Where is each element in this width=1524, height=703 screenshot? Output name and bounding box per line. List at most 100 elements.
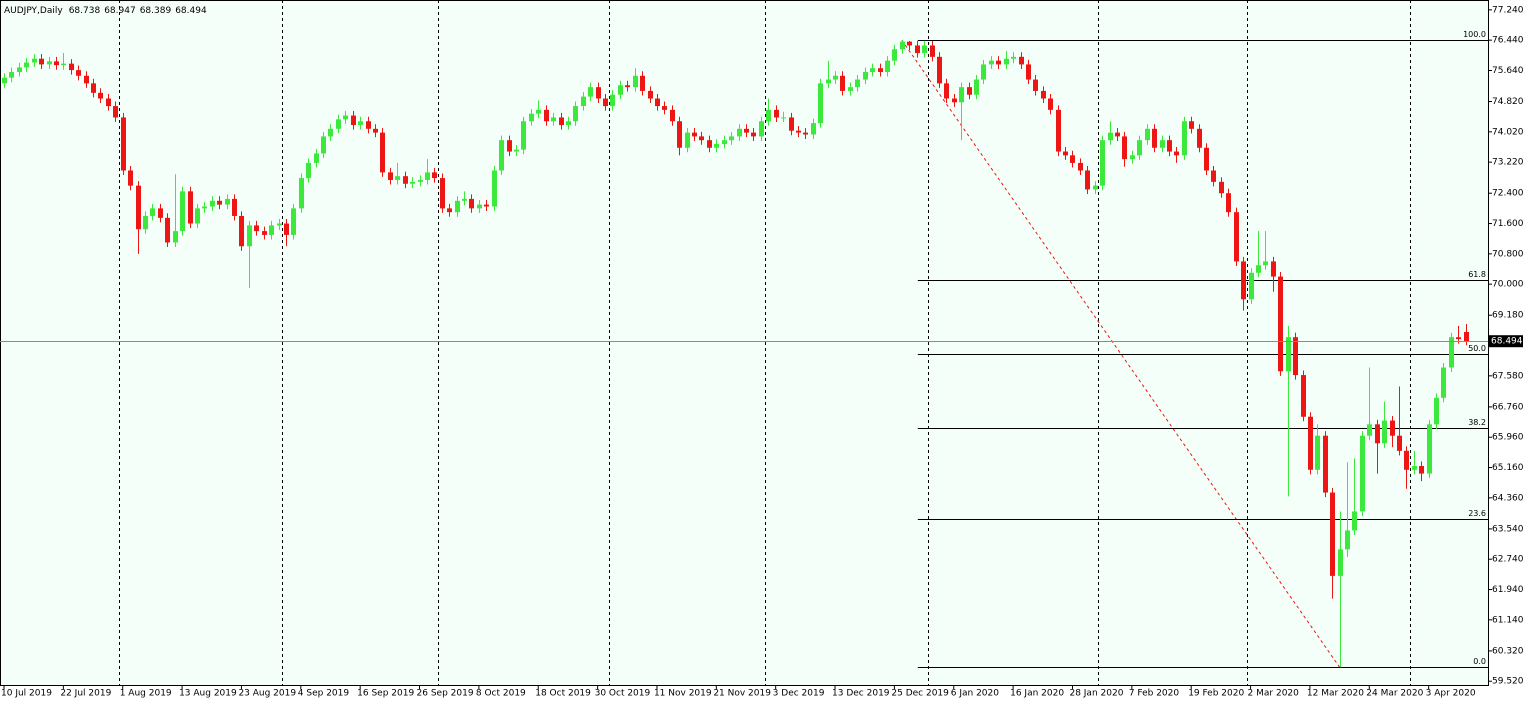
candle-body [774,109,779,118]
x-tick-label: 26 Sep 2019 [417,689,474,699]
candle-body [1048,98,1053,110]
chart-header: AUDJPY,Daily 68.738 68.947 68.389 68.494 [4,6,207,16]
candle-body [1345,530,1350,550]
candle-body [1115,132,1120,137]
header-high: 68.947 [104,6,136,16]
y-tick-label: 75.640 [1492,66,1524,76]
fibo-label: 61.8 [1468,270,1486,279]
y-tick-label: 72.400 [1492,189,1524,199]
candle-body [1256,265,1261,273]
x-tick-label: 10 Jul 2019 [1,689,52,699]
candle-body [54,61,59,66]
y-tick-label: 76.440 [1492,36,1524,46]
candle-body [314,153,319,163]
x-tick-label: 13 Aug 2019 [179,689,237,699]
candle-body [284,223,289,235]
candle-body [521,121,526,150]
candle-body [1070,155,1075,163]
candle-body [900,41,905,50]
y-tick-label: 65.160 [1492,463,1524,473]
candle-body [1271,261,1276,277]
candle-body [180,191,185,232]
candle-body [529,113,534,122]
candle-body [796,130,801,133]
candle-body [1093,185,1098,190]
candle-body [729,136,734,141]
candle-body [1323,435,1328,493]
candle-body [759,121,764,137]
x-tick-label: 2 Mar 2020 [1248,689,1300,699]
candle-body [403,176,408,184]
candle-body [1122,136,1127,160]
last-price-label: 68.494 [1491,337,1523,347]
candle-body [1041,90,1046,99]
candle-body [113,106,118,118]
fibo-label: 23.6 [1468,509,1486,518]
candle-body [440,178,445,209]
fibo-label: 38.2 [1468,418,1486,427]
candle-body [1100,140,1105,186]
x-tick-label: 23 Aug 2019 [238,689,296,699]
candle-body [1301,375,1306,417]
y-tick-label: 60.320 [1492,646,1524,656]
x-tick-label: 4 Sep 2019 [298,689,350,699]
candle-body [106,98,111,107]
candle-body [1338,549,1343,576]
candle-body [1085,170,1090,190]
candle-body [47,61,52,65]
candle-body [840,75,845,91]
candle-body [1382,420,1387,444]
x-tick-label: 21 Nov 2019 [713,689,771,699]
candle-body [1427,424,1432,474]
candle-body [1434,397,1439,425]
candle-body [536,109,541,114]
y-tick-label: 63.540 [1492,524,1524,534]
candle-body [239,215,244,247]
x-tick-label: 30 Oct 2019 [595,689,651,699]
candle-body [655,98,660,107]
x-tick-label: 28 Jan 2020 [1069,689,1123,699]
candle-body [803,132,808,135]
candle-body [885,60,890,72]
fibo-label: 100.0 [1463,30,1486,39]
candle-body [9,71,14,78]
candle-body [1026,64,1031,80]
candle-body [1397,435,1402,451]
y-tick-label: 65.960 [1492,433,1524,443]
candle-body [996,60,1001,65]
candle-body [892,49,897,61]
candle-body [425,172,430,180]
candle-body [469,198,474,209]
candle-body [299,178,304,209]
candle-body [1056,109,1061,152]
y-tick-label: 71.600 [1492,219,1524,229]
y-tick-label: 77.240 [1492,5,1524,15]
candle-body [981,64,986,80]
candle-body [247,225,252,247]
candle-body [937,56,942,84]
y-tick-label: 73.220 [1492,158,1524,168]
x-tick-label: 25 Dec 2019 [891,689,949,699]
candle-body [477,204,482,209]
x-tick-label: 3 Dec 2019 [773,689,825,699]
candle-body [633,75,638,88]
candle-body [269,225,274,235]
candle-body [581,96,586,107]
y-tick-label: 66.760 [1492,402,1524,412]
y-tick-label: 61.140 [1492,615,1524,625]
candle-body [188,191,193,224]
candle-body [321,136,326,154]
header-close: 68.494 [175,6,207,16]
candle-body [714,143,719,148]
candle-body [351,115,356,126]
candle-body [173,231,178,243]
candle-body [1286,337,1291,372]
candle-body [811,123,816,135]
candle-body [306,162,311,179]
candle-body [418,179,423,182]
candle-body [722,140,727,144]
candle-body [751,132,756,137]
candle-body [1352,511,1357,531]
